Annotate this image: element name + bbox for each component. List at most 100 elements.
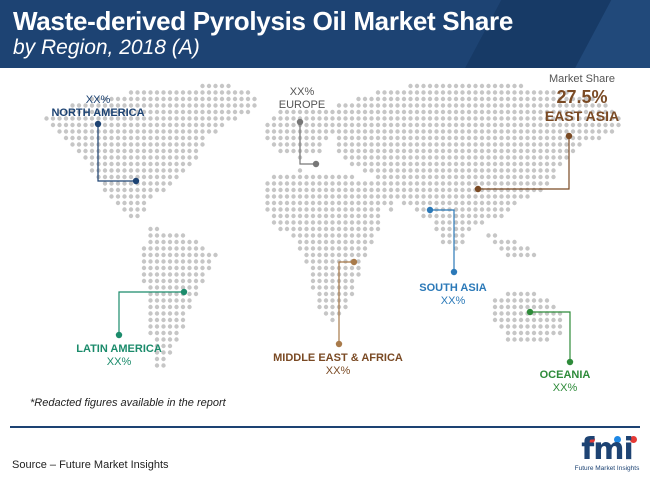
map-dot [141,148,147,154]
latin-america-region-marker [180,288,188,296]
map-dot [187,278,192,284]
map-dot [544,135,550,141]
map-dot [479,103,485,108]
map-dot [460,116,465,121]
map-dot [356,96,361,102]
map-dot [369,239,374,245]
map-dot [447,109,452,115]
map-dot [356,161,361,167]
map-dot [518,161,524,167]
map-dot [174,90,179,95]
map-dot [518,311,524,316]
map-dot [310,272,316,277]
map-dot [148,285,153,290]
map-dot [349,239,355,245]
map-dot [453,103,459,108]
map-dot [57,122,62,128]
map-dot [362,200,368,206]
map-dot [440,116,446,121]
map-dot [362,129,368,134]
map-dot [141,122,147,128]
map-dot [310,285,316,290]
map-dot [161,109,166,115]
map-dot [453,168,459,173]
map-dot [349,278,355,284]
map-dot [219,90,225,95]
map-dot [135,135,140,141]
map-dot [427,122,433,128]
map-dot [505,168,511,173]
map-dot [362,252,368,258]
map-dot [538,129,543,134]
map-dot [505,207,511,212]
map-dot [148,311,153,316]
map-dot [161,103,166,108]
map-dot [479,142,485,147]
map-dot [135,116,140,121]
map-dot [323,116,329,121]
map-dot [154,317,160,323]
map-dot [551,148,556,154]
map-dot [122,103,127,108]
map-dot [122,200,127,206]
map-dot [167,135,173,141]
map-dot [512,122,517,128]
map-dot [466,142,472,147]
map-dot [187,291,192,297]
map-dot [375,135,381,141]
map-dot [317,246,322,251]
map-dot [336,109,342,115]
map-dot [317,285,322,290]
map-dot [512,83,517,89]
map-dot [271,181,277,186]
map-dot [486,148,491,154]
map-dot [193,155,199,160]
map-dot [336,129,342,134]
map-dot [317,278,322,284]
map-dot [180,317,186,323]
map-dot [180,161,186,167]
map-dot [434,129,439,134]
map-dot [401,135,407,141]
map-dot [349,272,355,277]
map-dot [193,96,199,102]
map-dot [278,213,283,219]
map-dot [356,148,361,154]
map-dot [382,135,387,141]
map-dot [375,200,381,206]
map-dot [154,337,160,342]
map-dot [518,96,524,102]
map-dot [200,278,205,284]
map-dot [382,103,387,108]
map-dot [460,200,465,206]
map-dot [382,181,387,186]
map-dot [148,103,153,108]
map-dot [161,337,166,342]
map-dot [336,148,342,154]
map-dot [167,103,173,108]
map-dot [291,200,296,206]
map-dot [323,239,329,245]
map-dot [440,148,446,154]
map-dot [460,155,465,160]
map-dot [538,122,543,128]
map-dot [518,330,524,336]
map-dot [291,116,296,121]
map-dot [76,135,82,141]
map-dot [440,200,446,206]
map-dot [388,194,394,199]
map-dot [180,168,186,173]
map-dot [466,194,472,199]
map-dot [362,135,368,141]
map-dot [304,148,309,154]
map-dot [466,90,472,95]
map-dot [336,200,342,206]
map-dot [102,96,108,102]
map-dot [343,226,348,232]
map-dot [603,116,608,121]
map-dot [304,181,309,186]
map-dot [512,116,517,121]
map-dot [421,129,426,134]
map-dot [460,174,465,180]
map-dot [89,135,95,141]
